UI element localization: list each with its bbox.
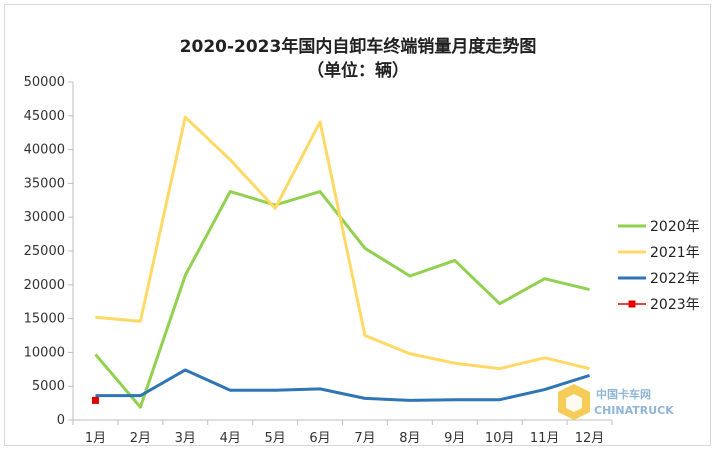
x-tick-label: 9月	[444, 431, 465, 446]
y-tick-label: 5000	[32, 379, 65, 394]
watermark-cn: 中国卡车网	[596, 387, 651, 401]
series-line-1	[94, 190, 590, 409]
x-tick-label: 5月	[264, 431, 285, 446]
series-line-3	[95, 368, 590, 402]
truck-logo-icon	[558, 384, 590, 420]
y-tick-label: 30000	[24, 210, 65, 225]
x-tick-label: 11月	[530, 431, 560, 446]
legend-entry: 2022年	[650, 271, 700, 287]
series-point-4	[91, 396, 99, 404]
y-tick-label: 20000	[24, 278, 65, 293]
y-tick-label: 35000	[24, 176, 65, 191]
x-tick-label: 7月	[354, 431, 375, 446]
chart-title: 2020-2023年国内自卸车终端销量月度走势图	[180, 36, 537, 57]
x-tick-label: 4月	[220, 431, 241, 446]
legend-entry: 2021年	[650, 245, 700, 261]
x-tick-label: 3月	[175, 431, 196, 446]
y-tick-label: 10000	[24, 345, 65, 360]
legend-entry: 2020年	[650, 219, 700, 235]
x-tick-label: 8月	[399, 431, 420, 446]
legend-entry: 2023年	[650, 297, 700, 313]
y-tick-label: 50000	[24, 75, 65, 90]
watermark: 中国卡车网 CHINATRUCK	[558, 384, 674, 420]
x-tick-label: 2月	[130, 431, 151, 446]
x-tick-label: 12月	[575, 431, 605, 446]
series-line-2	[95, 115, 590, 371]
watermark-en: CHINATRUCK	[594, 404, 674, 417]
y-tick-label: 15000	[24, 312, 65, 327]
y-tick-label: 25000	[24, 244, 65, 259]
x-tick-label: 6月	[309, 431, 330, 446]
legend-marker	[628, 300, 636, 308]
y-tick-label: 0	[57, 413, 65, 428]
y-tick-label: 45000	[24, 109, 65, 124]
y-tick-label: 40000	[24, 143, 65, 158]
chart-subtitle: （单位：辆）	[307, 60, 409, 81]
x-tick-label: 10月	[485, 431, 515, 446]
x-tick-label: 1月	[85, 431, 106, 446]
chart-frame	[4, 4, 711, 446]
